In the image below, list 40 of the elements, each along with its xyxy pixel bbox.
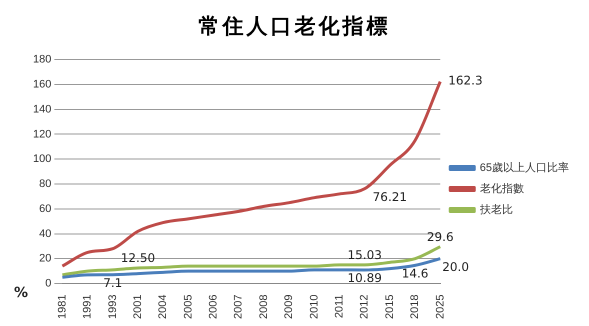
x-tick-label: 1991 xyxy=(82,294,94,320)
x-tick-label: 2001 xyxy=(132,294,144,320)
y-tick-label: 80 xyxy=(39,178,52,190)
x-tick-label: 2004 xyxy=(157,294,170,320)
data-label: 15.03 xyxy=(347,248,382,262)
y-tick-label: 160 xyxy=(32,78,52,91)
legend-label: 扶老比 xyxy=(478,203,513,216)
data-label: 76.21 xyxy=(372,190,408,204)
legend-label: 老化指數 xyxy=(480,182,524,196)
x-tick-label: 1981 xyxy=(56,294,68,320)
data-label: 29.6 xyxy=(426,230,454,244)
y-tick-label: 40 xyxy=(39,228,52,240)
x-tick-label: 2018 xyxy=(409,294,422,320)
y-tick-label: 100 xyxy=(32,153,52,166)
data-label: 162.3 xyxy=(448,74,483,88)
data-label: 20.0 xyxy=(442,260,469,274)
y-axis-title: % xyxy=(14,285,28,302)
data-label: 10.89 xyxy=(347,271,382,286)
x-tick-label: 2012 xyxy=(358,294,371,320)
x-tick-label: 2008 xyxy=(258,294,270,320)
legend-label: 65歲以上人口比率 xyxy=(480,161,569,174)
x-tick-label: 1993 xyxy=(106,294,119,320)
chart-title: 常住人口老化指標 xyxy=(198,12,392,40)
y-tick-label: 60 xyxy=(39,202,52,215)
y-tick-label: 180 xyxy=(32,54,52,66)
data-label: 12.50 xyxy=(120,251,156,266)
x-tick-label: 2009 xyxy=(283,294,296,320)
data-label: 14.6 xyxy=(402,266,428,280)
y-tick-label: 140 xyxy=(32,103,52,116)
x-tick-label: 2006 xyxy=(208,294,220,320)
y-tick-label: 120 xyxy=(32,128,52,140)
x-tick-label: 2010 xyxy=(308,294,320,320)
y-tick-label: 20 xyxy=(39,252,52,265)
data-label: 7.1 xyxy=(103,276,122,290)
x-tick-label: 2015 xyxy=(384,294,396,320)
x-tick-label: 2007 xyxy=(232,294,245,320)
x-tick-label: 2005 xyxy=(182,294,194,320)
y-tick-label: 0 xyxy=(45,278,52,290)
x-tick-label: 2011 xyxy=(334,294,346,318)
x-tick-label: 2025 xyxy=(434,294,446,320)
